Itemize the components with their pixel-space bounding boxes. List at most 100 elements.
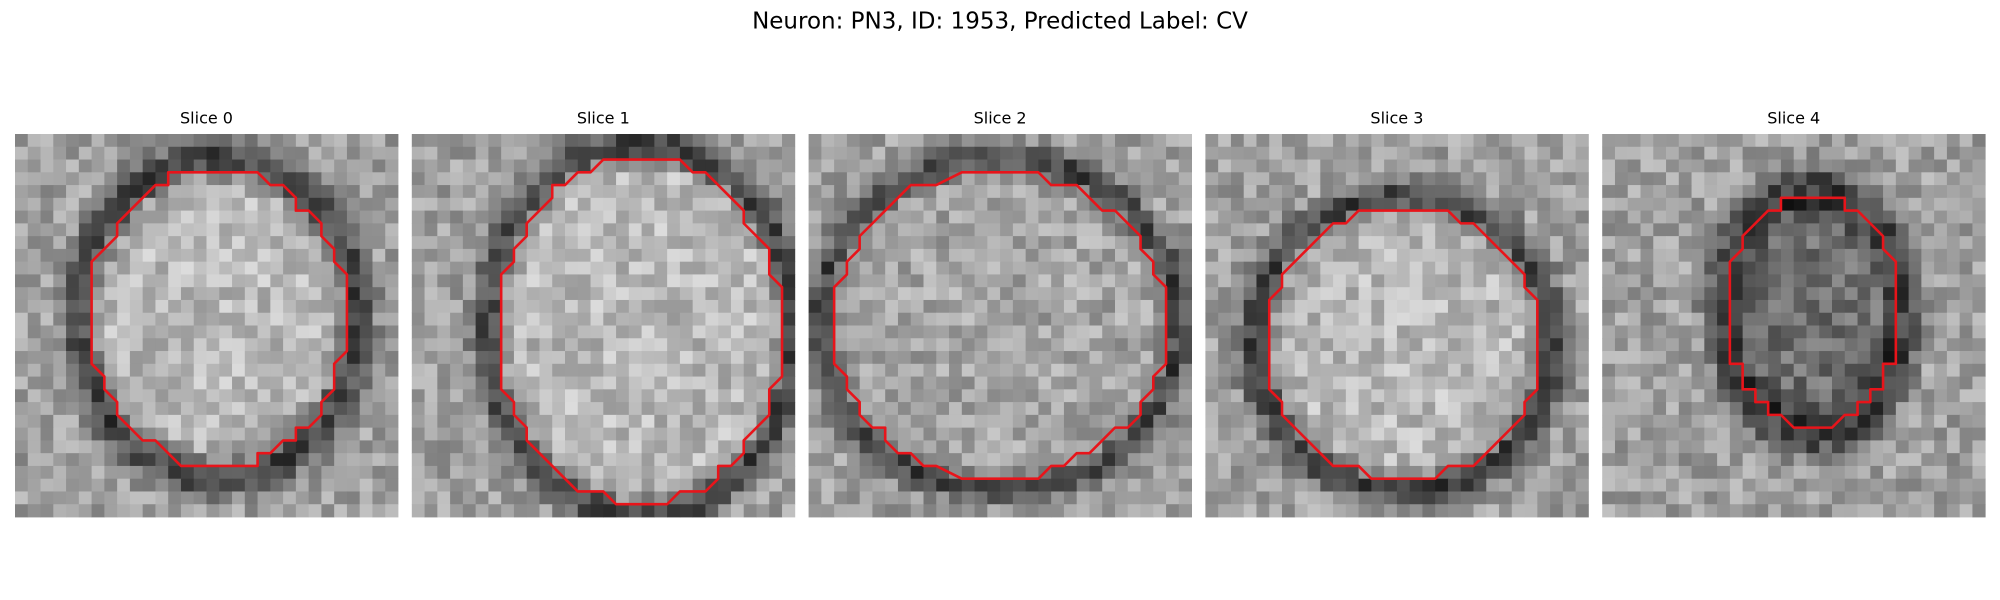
pixel: [885, 248, 899, 263]
pixel: [1230, 389, 1245, 403]
pixel: [321, 440, 335, 454]
pixel: [1486, 274, 1500, 288]
pixel: [1447, 312, 1462, 326]
pixel: [1473, 248, 1487, 263]
pixel: [15, 312, 29, 326]
pixel: [244, 210, 258, 224]
pixel: [180, 478, 195, 492]
pixel: [1921, 172, 1935, 186]
pixel: [897, 338, 912, 352]
pixel: [1140, 363, 1154, 377]
pixel: [1832, 299, 1846, 314]
pixel: [424, 261, 438, 275]
pixel: [1562, 172, 1577, 186]
pixel: [346, 134, 361, 148]
pixel: [321, 427, 335, 441]
pixel: [1115, 236, 1129, 250]
pixel: [1627, 159, 1641, 173]
pixel: [1153, 261, 1167, 275]
pixel: [232, 389, 246, 403]
pixel: [526, 325, 540, 339]
pixel: [1051, 402, 1065, 416]
pixel: [346, 210, 361, 224]
pixel: [628, 185, 642, 199]
pixel: [232, 351, 246, 365]
pixel: [334, 172, 348, 186]
pixel: [1972, 236, 1986, 250]
pixel: [1205, 376, 1219, 390]
pixel: [539, 159, 553, 173]
pixel: [1755, 223, 1769, 237]
pixel: [244, 453, 258, 467]
pixel: [1218, 159, 1232, 173]
pixel: [1562, 389, 1577, 403]
pixel: [679, 504, 694, 518]
pixel: [1422, 351, 1436, 365]
pixel: [808, 478, 822, 492]
pixel: [859, 504, 873, 518]
pixel: [1946, 389, 1961, 403]
pixel: [1921, 261, 1935, 275]
pixel: [1333, 338, 1347, 352]
pixel: [283, 312, 297, 326]
pixel: [372, 223, 386, 237]
pixel: [1575, 414, 1589, 429]
pixel: [1946, 261, 1961, 275]
pixel: [552, 287, 566, 301]
pixel: [1537, 261, 1551, 275]
pixel: [1870, 363, 1884, 377]
pixel: [295, 402, 310, 416]
pixel: [1832, 389, 1846, 403]
pixel: [232, 134, 246, 148]
pixel: [667, 453, 681, 467]
pixel: [1409, 478, 1423, 492]
pixel: [1012, 465, 1027, 480]
pixel: [91, 197, 105, 211]
pixel: [1051, 478, 1065, 492]
pixel: [1602, 210, 1616, 224]
pixel: [1396, 299, 1411, 314]
pixel: [1243, 223, 1257, 237]
pixel: [1908, 440, 1922, 454]
pixel: [1063, 146, 1078, 160]
pixel: [949, 453, 963, 467]
pixel: [974, 236, 988, 250]
pixel: [590, 197, 604, 211]
pixel: [270, 478, 284, 492]
pixel: [1691, 236, 1705, 250]
pixel: [910, 389, 924, 403]
pixel: [1832, 363, 1846, 377]
pixel: [1768, 299, 1782, 314]
pixel: [1806, 402, 1820, 416]
pixel: [78, 427, 92, 441]
pixel: [552, 134, 566, 148]
pixel: [1076, 504, 1090, 518]
pixel: [66, 210, 80, 224]
pixel: [1012, 236, 1027, 250]
pixel: [1717, 223, 1731, 237]
pixel: [1333, 299, 1347, 314]
pixel: [1946, 351, 1961, 365]
pixel: [142, 248, 156, 263]
pixel: [1806, 236, 1820, 250]
pixel: [654, 491, 668, 505]
pixel: [1562, 465, 1577, 480]
pixel: [1640, 236, 1654, 250]
pixel: [1857, 146, 1871, 160]
pixel: [155, 159, 169, 173]
pixel: [270, 261, 284, 275]
pixel: [1102, 338, 1116, 352]
pixel: [142, 134, 156, 148]
pixel: [654, 287, 668, 301]
pixel: [718, 427, 732, 441]
pixel: [1537, 363, 1551, 377]
pixel: [872, 453, 886, 467]
pixel: [372, 248, 386, 263]
pixel: [193, 299, 207, 314]
pixel: [667, 504, 681, 518]
pixel: [897, 478, 912, 492]
pixel: [526, 287, 540, 301]
pixel: [257, 312, 271, 326]
pixel: [283, 223, 297, 237]
pixel: [411, 504, 425, 518]
